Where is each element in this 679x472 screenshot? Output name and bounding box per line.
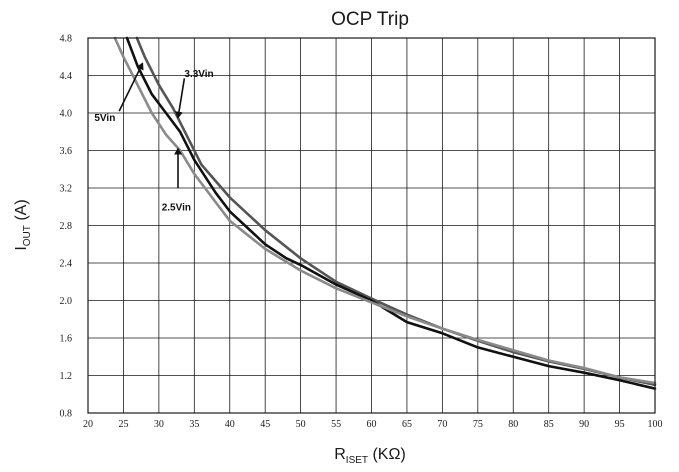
x-tick-labels: 20 25 30 35 40 45 50 55 60 65 70 75 80 85 90 95 100 [83,419,663,430]
annotation-label-5vin: 5Vin [94,113,115,124]
annotations: 3.3Vin 5Vin 2.5Vin [94,62,214,213]
x-tick-label: 85 [544,419,554,430]
y-tick-label: 1.6 [60,334,73,345]
x-axis-label-unit: (KΩ) [368,446,406,463]
y-axis-label-unit: (A) [13,199,30,225]
y-tick-label: 3.6 [60,146,73,157]
x-tick-label: 25 [118,419,128,430]
series-lines [113,36,657,390]
y-axis-label: IOUT (A) [13,199,33,250]
x-axis-label-sub: ISET [346,455,368,466]
annotation-arrow-5vin [118,62,144,112]
y-tick-label: 2.0 [60,296,73,307]
y-axis-label-main: I [13,246,30,250]
y-tick-label: 4.8 [60,34,73,45]
x-tick-label: 75 [473,419,483,430]
x-tick-label: 65 [402,419,412,430]
x-tick-label: 100 [648,419,663,430]
x-tick-label: 35 [189,419,199,430]
y-tick-label: 4.0 [60,109,73,120]
y-tick-labels: 0.8 1.2 1.6 2.0 2.4 2.8 3.2 3.6 4.0 4.4 4.8 [60,34,73,420]
y-tick-label: 4.4 [60,71,73,82]
y-tick-label: 1.2 [60,371,73,382]
x-tick-label: 60 [367,419,377,430]
chart-title: OCP Trip [331,9,409,30]
x-tick-label: 70 [437,419,447,430]
series-line-2-5vin [113,36,657,385]
x-axis-label: RISET (KΩ) [334,446,406,466]
x-tick-label: 30 [154,419,164,430]
y-tick-label: 2.4 [60,259,73,270]
x-tick-label: 95 [615,419,625,430]
annotation-label-3-3vin: 3.3Vin [184,69,213,80]
y-tick-label: 3.2 [60,184,73,195]
y-axis-label-group: IOUT (A) [13,199,33,250]
y-tick-label: 0.8 [60,409,73,420]
annotation-arrow-3-3vin [175,78,186,119]
x-tick-label: 45 [260,419,270,430]
x-tick-label: 20 [83,419,93,430]
plot-frame [87,37,656,414]
x-tick-label: 55 [331,419,341,430]
y-axis-label-sub: OUT [22,225,33,246]
series-line-5vin [125,36,657,390]
x-tick-label: 90 [579,419,589,430]
x-tick-label: 50 [296,419,306,430]
annotation-label-2-5vin: 2.5Vin [162,202,191,213]
x-axis-label-main: R [334,446,346,463]
x-tick-label: 40 [225,419,235,430]
x-tick-label: 80 [508,419,518,430]
y-tick-label: 2.8 [60,221,73,232]
